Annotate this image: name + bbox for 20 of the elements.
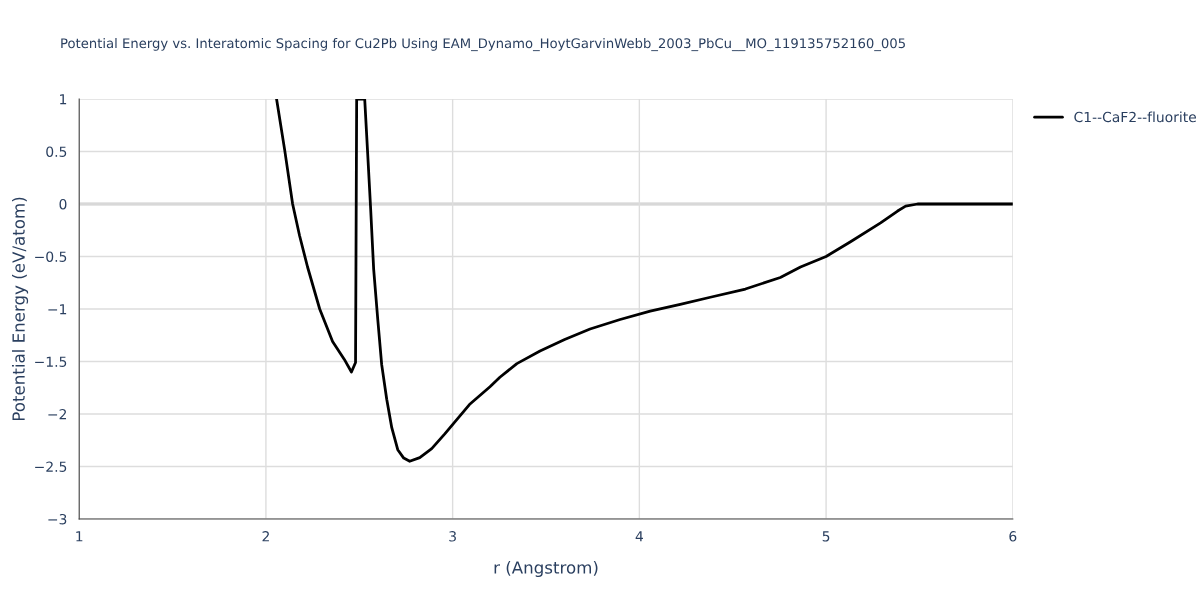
line-series bbox=[275, 99, 1013, 463]
y-tick-label: −1.5 bbox=[35, 356, 67, 367]
legend-label: C1--CaF2--fluorite bbox=[1074, 111, 1197, 123]
x-tick-label: 4 bbox=[635, 531, 643, 542]
chart-title: Potential Energy vs. Interatomic Spacing for Cu2Pb Using EAM_Dynamo_HoytGarvinWebb_2003_PbCu__MO_119135752160_005 bbox=[61, 37, 905, 52]
y-tick-label: −2 bbox=[48, 408, 66, 420]
x-axis-title: r (Angstrom) bbox=[494, 560, 598, 578]
x-tick-label: 5 bbox=[822, 531, 830, 542]
y-tick-label: −0.5 bbox=[35, 251, 67, 262]
y-tick-label: 0.5 bbox=[46, 146, 67, 157]
x-tick-label: 1 bbox=[76, 531, 83, 542]
y-tick-label: −1 bbox=[48, 304, 67, 315]
x-tick-label: 2 bbox=[262, 531, 269, 542]
y-tick-label: −3 bbox=[48, 513, 67, 525]
y-tick-label: 0 bbox=[59, 198, 67, 210]
y-axis-title: Potential Energy (eV/atom) bbox=[11, 197, 29, 421]
x-tick-label: 3 bbox=[449, 531, 456, 542]
y-tick-label: 1 bbox=[60, 94, 67, 105]
x-tick-label: 6 bbox=[1009, 531, 1017, 542]
y-tick-label: −2.5 bbox=[35, 461, 67, 472]
